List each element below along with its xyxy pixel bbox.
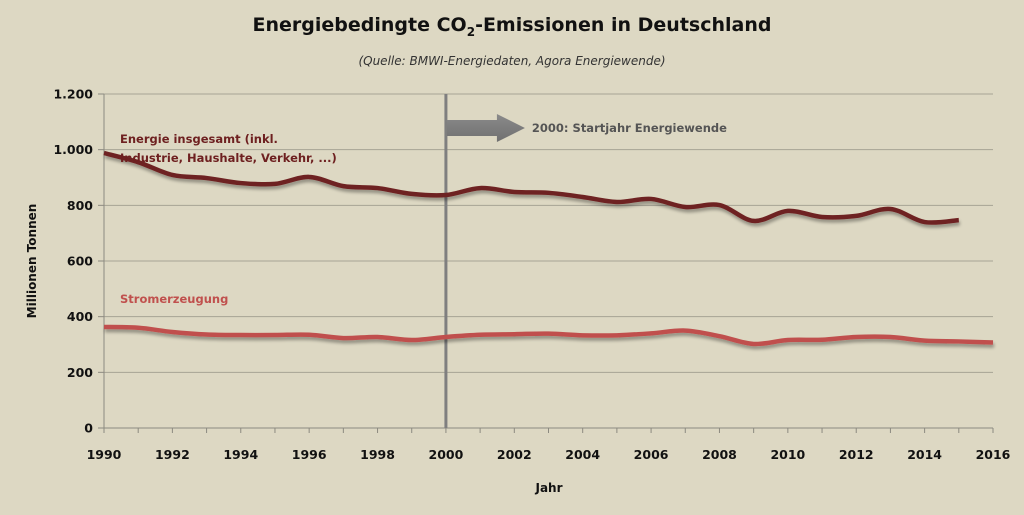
y-axis-title: Millionen Tonnen [25,204,39,319]
series-energie-insgesamt-point [752,219,756,223]
x-tick-label: 1990 [87,447,122,462]
series-stromerzeugung-point [991,341,995,345]
x-tick-label: 2006 [634,447,669,462]
series-energie-insgesamt-point [854,214,858,218]
series-stromerzeugung-point [923,339,927,343]
series-labels: Energie insgesamt (inkl. Industrie, Haush… [120,132,337,306]
series-energie-insgesamt-point [683,205,687,209]
series-energie-insgesamt-point [102,151,106,155]
annotations: 2000: Startjahr Energiewende [444,94,727,428]
x-tick-label: 1996 [292,447,327,462]
x-tick-label: 2012 [839,447,874,462]
series-stromerzeugung-point [649,331,653,335]
y-tick-label: 400 [67,309,93,324]
series-energie-insgesamt-point [649,197,653,201]
title-subscript: 2 [466,24,476,39]
series-energie-insgesamt-point [923,220,927,224]
startjahr-annotation-label: 2000: Startjahr Energiewende [532,121,727,135]
y-tick-label: 0 [84,421,93,436]
series-energie-insgesamt-point [820,215,824,219]
series-energie-insgesamt-point [205,176,209,180]
arrow-right-icon [446,114,525,142]
series-stromerzeugung-label: Stromerzeugung [120,292,228,306]
series-stromerzeugung-point [512,332,516,336]
series-energie-insgesamt-point [581,195,585,199]
series-energie-insgesamt-point [341,184,345,188]
series-energie-insgesamt-label: Industrie, Haushalte, Verkehr, ...) [120,151,337,165]
title-rest: -Emissionen in Deutschland [475,14,772,36]
x-tick-label: 2010 [770,447,805,462]
series-energie-insgesamt-point [512,190,516,194]
series-stromerzeugung-point [683,329,687,333]
series-stromerzeugung-point [410,338,414,342]
series-stromerzeugung-point [854,335,858,339]
series-energie-insgesamt-point [307,175,311,179]
y-tick-label: 600 [67,254,93,269]
y-tick-label: 1.200 [53,87,93,102]
series-stromerzeugung-point [376,335,380,339]
series-energie-insgesamt-point [376,186,380,190]
series-energie-insgesamt-point [957,218,961,222]
y-tick-label: 800 [67,198,93,213]
series-stromerzeugung-point [547,332,551,336]
x-tick-label: 2004 [565,447,600,462]
series-stromerzeugung-point [888,335,892,339]
series-stromerzeugung-point [341,336,345,340]
y-tick-label: 200 [67,365,93,380]
tick-labels: 0 200 400 600 800 1.000 1.200 1990 1992 1994 1996 1… [53,87,1010,463]
series-energie-insgesamt-point [615,200,619,204]
series-energie-insgesamt-point [444,193,448,197]
series-stromerzeugung-point [717,334,721,338]
series-stromerzeugung-point [478,333,482,337]
series-stromerzeugung-point [136,326,140,330]
x-tick-label: 2008 [702,447,737,462]
series-stromerzeugung-line [103,324,994,347]
y-tick-label: 1.000 [53,142,93,157]
series-stromerzeugung-point [786,338,790,342]
series-stromerzeugung-point [957,339,961,343]
series-stromerzeugung-point [615,333,619,337]
series-lines [102,150,995,347]
series-energie-insgesamt-label: Energie insgesamt (inkl. [120,132,278,146]
series-stromerzeugung-point [444,335,448,339]
chart-subtitle: (Quelle: BMWI-Energiedaten, Agora Energi… [358,54,666,68]
chart-title: Energiebedingte CO2-Emissionen in Deutsc… [0,14,1024,39]
x-tick-label: 1994 [223,447,258,462]
series-energie-insgesamt-point [239,181,243,185]
series-energie-insgesamt-point [478,186,482,190]
title-main: Energiebedingte CO [252,14,467,36]
series-stromerzeugung-point [752,342,756,346]
series-energie-insgesamt-point [888,207,892,211]
x-tick-label: 2000 [429,447,464,462]
x-tick-label: 1992 [155,447,190,462]
gridlines [104,93,993,373]
x-tick-label: 2016 [976,447,1011,462]
series-energie-insgesamt-point [717,203,721,207]
x-tick-label: 2014 [907,447,942,462]
series-stromerzeugung-point [307,333,311,337]
axes [98,93,994,433]
series-energie-insgesamt-point [273,182,277,186]
series-stromerzeugung-point [239,333,243,337]
series-stromerzeugung-point [581,333,585,337]
series-stromerzeugung-point [820,338,824,342]
series-stromerzeugung-point [102,325,106,329]
series-stromerzeugung-point [273,333,277,337]
x-tick-label: 1998 [360,447,395,462]
series-stromerzeugung-point [170,330,174,334]
series-energie-insgesamt-line [103,150,960,225]
series-energie-insgesamt-point [547,191,551,195]
x-tick-label: 2002 [497,447,532,462]
series-stromerzeugung-point [205,332,209,336]
series-energie-insgesamt-point [410,192,414,196]
series-energie-insgesamt-point [786,209,790,213]
x-axis-title: Jahr [534,481,562,495]
series-energie-insgesamt-point [170,173,174,177]
